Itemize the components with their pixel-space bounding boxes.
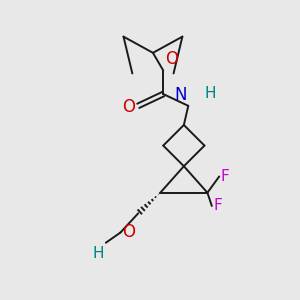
Text: H: H (205, 86, 216, 101)
Text: N: N (174, 86, 187, 104)
Text: F: F (213, 198, 222, 213)
Text: H: H (93, 246, 104, 261)
Text: O: O (122, 98, 135, 116)
Text: F: F (221, 169, 230, 184)
Text: O: O (165, 50, 178, 68)
Text: O: O (122, 224, 135, 242)
